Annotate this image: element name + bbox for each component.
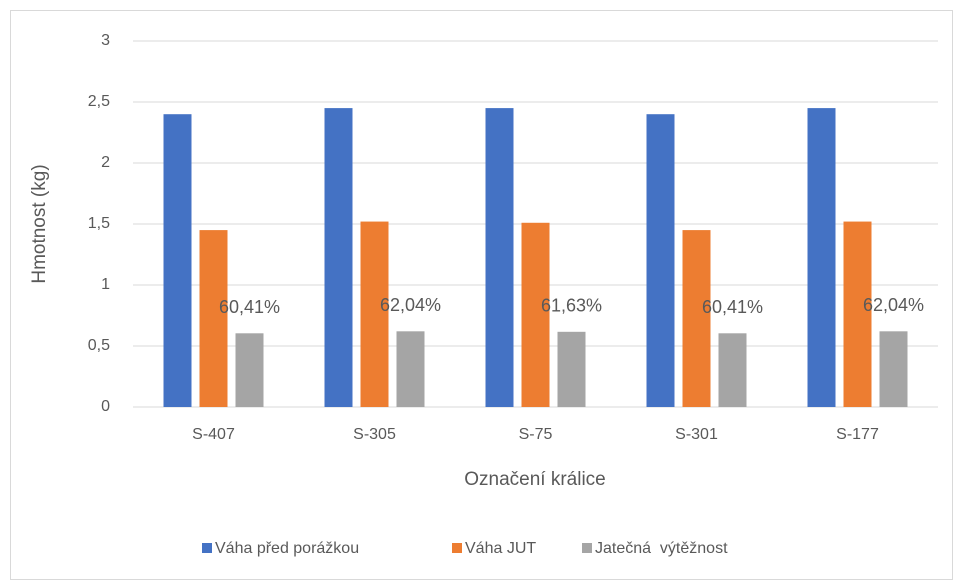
x-axis-title: Označení králice — [464, 469, 606, 490]
bar — [646, 114, 675, 407]
bar — [879, 331, 908, 407]
x-tick-label: S-301 — [675, 426, 718, 443]
y-tick-label: 0,5 — [88, 337, 110, 354]
y-tick-label: 1,5 — [88, 215, 110, 232]
legend-label: Jatečná výtěžnost — [595, 540, 728, 557]
legend-label: Váha před porážkou — [215, 540, 359, 557]
bar — [682, 230, 711, 407]
data-label: 62,04% — [863, 295, 924, 315]
data-label: 61,63% — [541, 296, 602, 316]
y-tick-label: 1 — [101, 276, 110, 293]
x-tick-label: S-177 — [836, 426, 879, 443]
x-tick-label: S-407 — [192, 426, 235, 443]
data-label: 60,41% — [219, 297, 280, 317]
bar — [324, 108, 353, 407]
legend-swatch — [202, 543, 212, 553]
bar — [163, 114, 192, 407]
bar — [843, 221, 872, 407]
x-tick-label: S-305 — [353, 426, 396, 443]
y-tick-label: 3 — [101, 32, 110, 49]
x-tick-label: S-75 — [519, 426, 553, 443]
bar — [718, 333, 747, 407]
data-label: 60,41% — [702, 297, 763, 317]
bar — [807, 108, 836, 407]
bar — [360, 221, 389, 407]
chart-frame — [10, 10, 953, 580]
y-tick-label: 2,5 — [88, 93, 110, 110]
bar — [396, 331, 425, 407]
legend-label: Váha JUT — [465, 540, 536, 557]
y-axis-title: Hmotnost (kg) — [29, 164, 50, 283]
y-tick-label: 0 — [101, 398, 110, 415]
bar — [485, 108, 514, 407]
bar — [557, 331, 586, 407]
data-label: 62,04% — [380, 295, 441, 315]
y-tick-label: 2 — [101, 154, 110, 171]
bar — [521, 222, 550, 407]
legend-swatch — [452, 543, 462, 553]
bar — [199, 230, 228, 407]
legend-swatch — [582, 543, 592, 553]
bar — [235, 333, 264, 407]
